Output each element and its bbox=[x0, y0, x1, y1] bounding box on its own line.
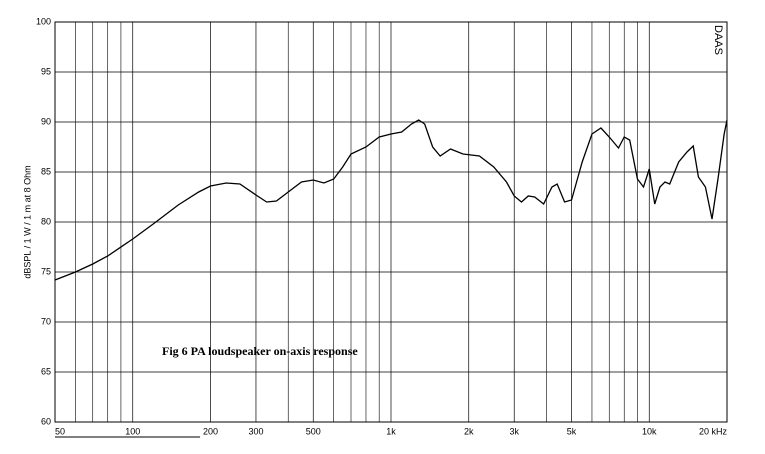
x-tick-label: 500 bbox=[306, 426, 321, 436]
x-tick-label: 1k bbox=[386, 426, 396, 436]
x-tick-label: 10k bbox=[642, 426, 657, 436]
plot-frame bbox=[54, 21, 728, 423]
y-tick-label: 95 bbox=[41, 66, 51, 76]
x-tick-label: 5k bbox=[567, 426, 577, 436]
x-tick-label: 300 bbox=[248, 426, 263, 436]
x-tick-label: 100 bbox=[125, 426, 140, 436]
x-tick-label: 20 kHz bbox=[699, 426, 728, 436]
response-line bbox=[54, 119, 728, 281]
watermark: DAAS bbox=[712, 25, 724, 55]
x-tick-label: 50 bbox=[55, 426, 65, 436]
y-tick-label: 100 bbox=[36, 16, 51, 26]
x-tick-label: 2k bbox=[464, 426, 474, 436]
y-tick-label: 60 bbox=[41, 416, 51, 426]
y-tick-label: 85 bbox=[41, 166, 51, 176]
y-tick-label: 65 bbox=[41, 366, 51, 376]
y-axis-label: dBSPL / 1 W / 1 m at 8 Ohm bbox=[22, 165, 32, 278]
x-tick-label: 3k bbox=[509, 426, 519, 436]
y-tick-label: 70 bbox=[41, 316, 51, 326]
x-tick-label: 200 bbox=[203, 426, 218, 436]
y-tick-label: 90 bbox=[41, 116, 51, 126]
annotation: Fig 6 PA loudspeaker on-axis response bbox=[162, 344, 358, 358]
y-tick-label: 75 bbox=[41, 266, 51, 276]
y-tick-label: 80 bbox=[41, 216, 51, 226]
